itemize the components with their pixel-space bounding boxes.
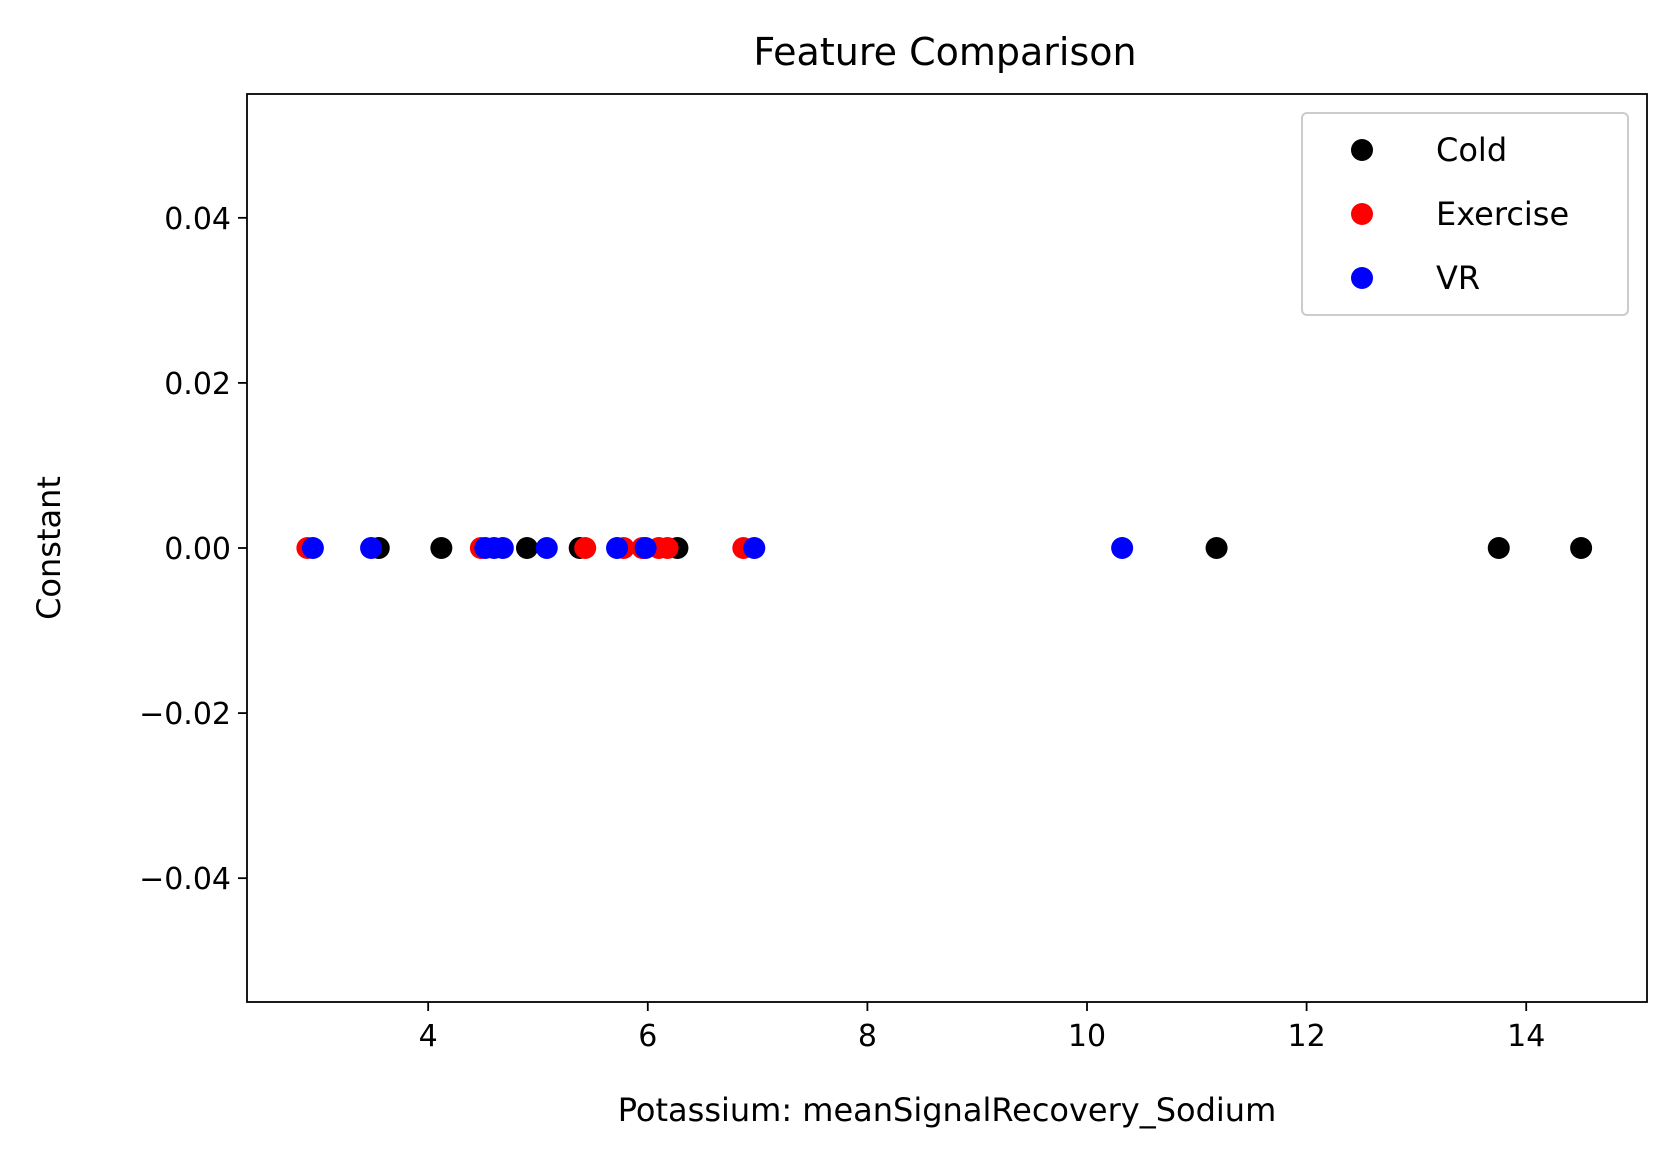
y-axis: −0.04 −0.02 0.00 0.02 0.04 [139, 202, 247, 897]
x-tick-label: 14 [1507, 1019, 1545, 1054]
legend-label: Exercise [1436, 195, 1569, 233]
y-axis-label: Constant [30, 476, 68, 620]
point-cold [1487, 537, 1510, 559]
point-exercise [574, 537, 597, 559]
point-exercise [656, 537, 679, 559]
legend-box [1301, 112, 1629, 316]
y-tick-label: −0.04 [139, 862, 231, 897]
x-tick-label: 10 [1068, 1019, 1106, 1054]
x-tick-label: 12 [1288, 1019, 1326, 1054]
point-cold [1570, 537, 1593, 559]
x-axis-label: Potassium: meanSignalRecovery_Sodium [618, 1091, 1277, 1129]
point-cold [430, 537, 453, 559]
x-tick-label: 8 [858, 1019, 877, 1054]
point-vr [1111, 537, 1134, 559]
point-vr [360, 537, 383, 559]
x-tick-label: 4 [419, 1019, 438, 1054]
point-vr [301, 537, 324, 559]
x-axis: 4 6 8 10 12 14 [419, 1002, 1545, 1054]
y-tick-label: 0.02 [164, 367, 231, 402]
point-vr [634, 537, 657, 559]
x-tick-label: 6 [638, 1019, 657, 1054]
legend-label: VR [1436, 259, 1480, 297]
point-vr [606, 537, 629, 559]
legend: Cold Exercise VR [1301, 112, 1629, 316]
point-cold [1205, 537, 1228, 559]
chart-title: Feature Comparison [753, 30, 1136, 74]
point-cold [516, 537, 538, 559]
legend-marker-exercise [1351, 203, 1373, 225]
data-points [296, 537, 1593, 559]
point-vr [743, 537, 766, 559]
legend-marker-vr [1351, 267, 1373, 289]
legend-label: Cold [1436, 131, 1507, 169]
y-tick-label: 0.04 [164, 202, 231, 237]
point-vr [535, 537, 558, 559]
legend-marker-cold [1351, 139, 1373, 161]
point-vr [491, 537, 514, 559]
y-tick-label: 0.00 [164, 532, 231, 567]
y-tick-label: −0.02 [139, 697, 231, 732]
